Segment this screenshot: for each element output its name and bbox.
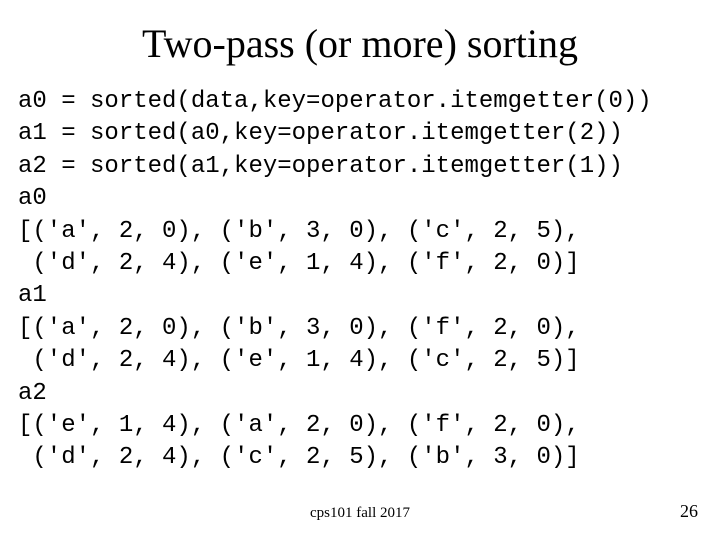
code-block: a0 = sorted(data,key=operator.itemgetter… <box>18 86 652 475</box>
slide-title: Two-pass (or more) sorting <box>0 20 720 67</box>
page-number: 26 <box>680 501 698 522</box>
slide: Two-pass (or more) sorting a0 = sorted(d… <box>0 0 720 540</box>
footer-text: cps101 fall 2017 <box>0 505 720 522</box>
